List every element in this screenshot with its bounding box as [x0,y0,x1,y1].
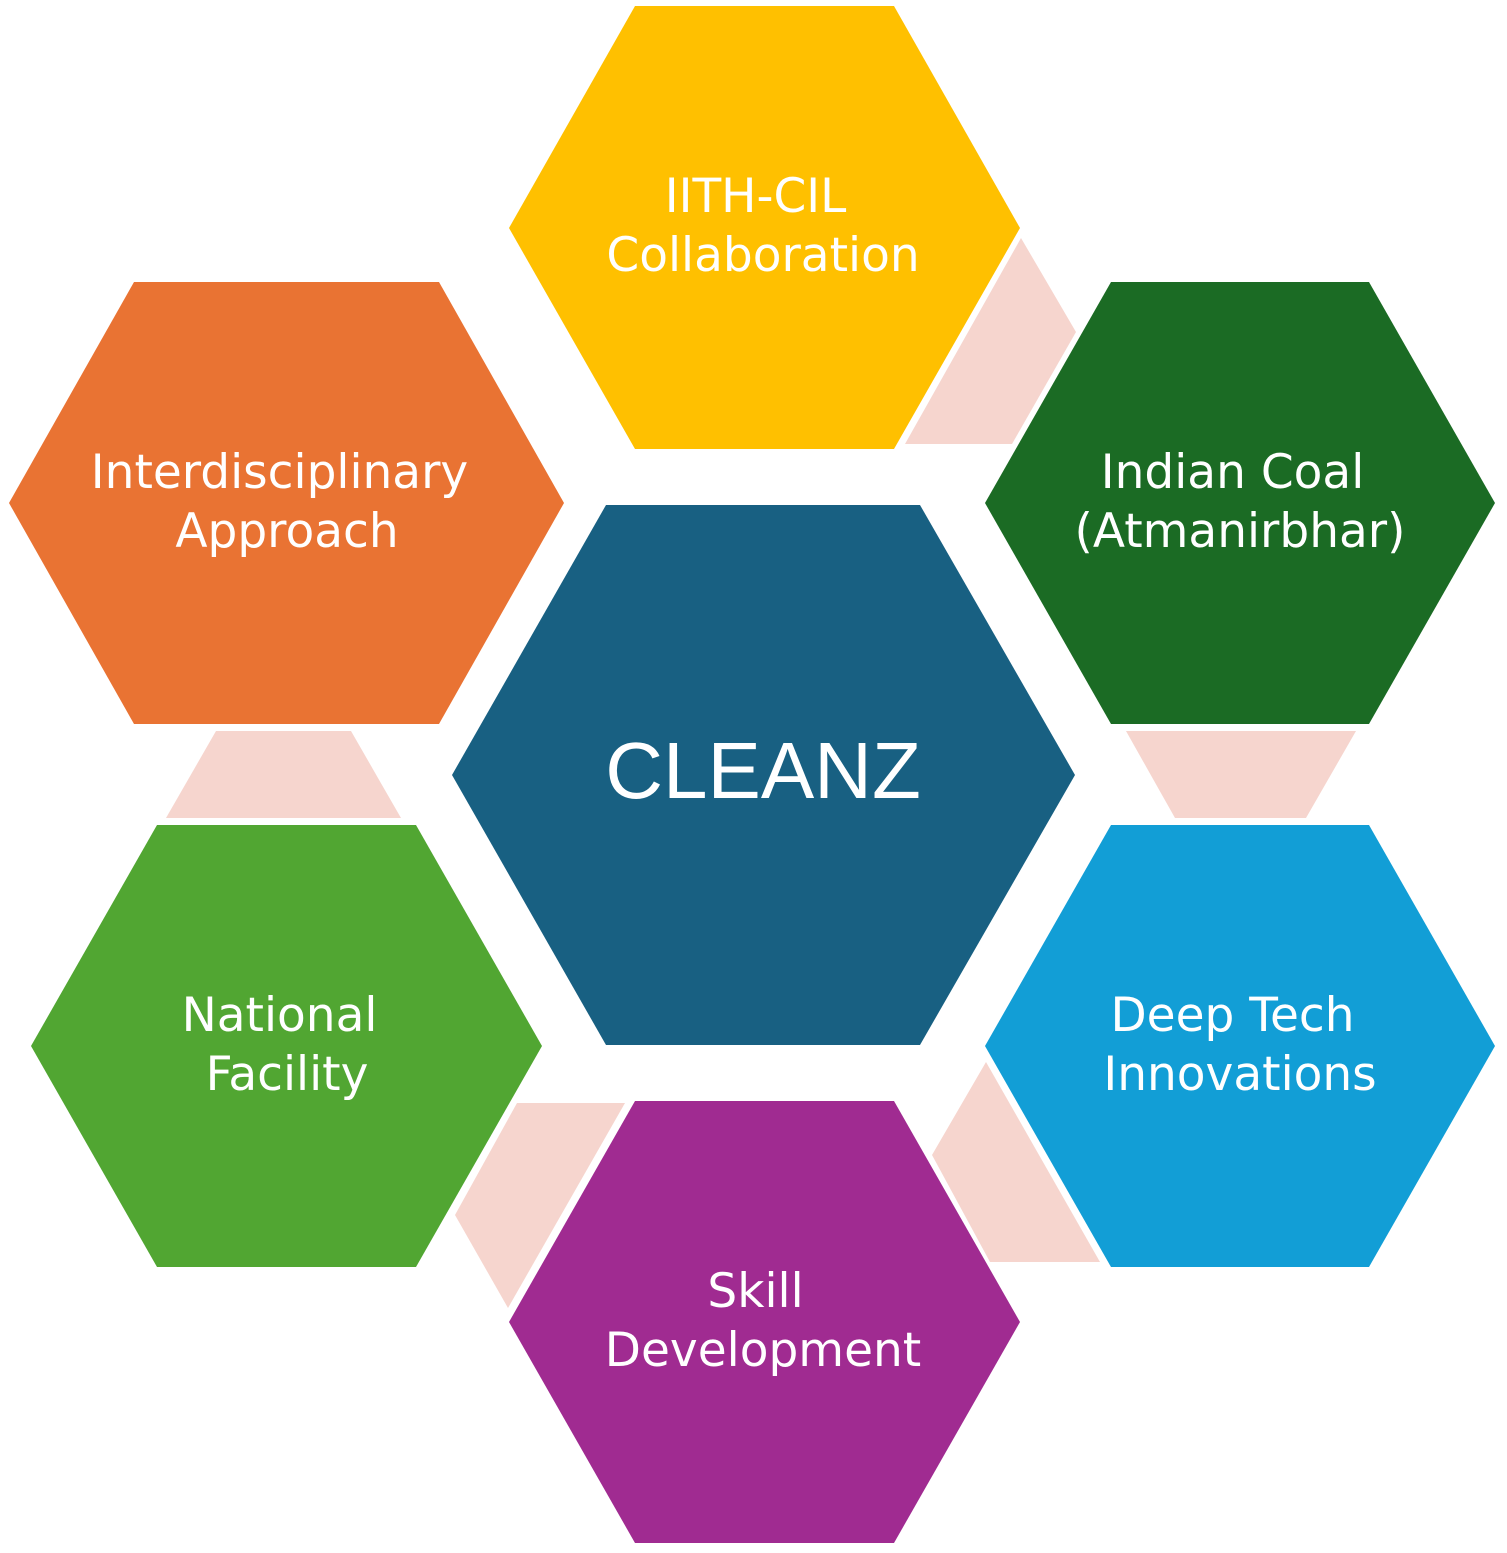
label-line-2: Approach [175,504,398,559]
hexagon-indian-coal [985,282,1495,724]
labels: CLEANZ IITH-CIL Collaboration Indian Coa… [91,169,1406,1378]
label-line-2: Innovations [1103,1047,1376,1102]
label-line-1: Deep Tech [1110,988,1354,1043]
connector-coal-deeptech [1126,731,1356,818]
connector-national-interdisciplinary [166,731,401,818]
label-line-1: Skill [707,1264,803,1319]
label-skill-development: Skill Development [605,1264,921,1378]
label-iith-cil-collaboration: IITH-CIL Collaboration [606,169,919,283]
center-label: CLEANZ [605,726,921,815]
label-line-2: Development [605,1323,921,1378]
hexagon-interdisciplinary-approach [9,282,564,724]
hexagon-skill-development [509,1101,1020,1543]
connector-deeptech-skill [932,1062,1100,1262]
label-line-1: Interdisciplinary [91,445,468,500]
label-deep-tech-innovations: Deep Tech Innovations [1103,988,1376,1102]
label-interdisciplinary-approach: Interdisciplinary Approach [91,445,483,559]
hexagon-iith-cil-collaboration [509,6,1020,449]
hexagon-deep-tech-innovations [985,825,1495,1267]
label-line-1: Indian Coal [1101,445,1365,500]
label-national-facility: National Facility [182,988,393,1102]
label-line-1: IITH-CIL [665,169,847,224]
label-line-2: Collaboration [606,228,919,283]
label-line-1: National [182,988,378,1043]
hexagon-national-facility [31,825,542,1267]
connector-skill-national [455,1103,625,1308]
hexagon-cleanz [452,505,1075,1045]
label-line-2: Facility [206,1047,369,1102]
connectors [166,238,1356,1308]
label-line-2: (Atmanirbhar) [1075,504,1406,559]
hexagons [9,6,1495,1543]
label-indian-coal: Indian Coal (Atmanirbhar) [1075,445,1406,559]
connector-collab-coal [905,238,1076,444]
